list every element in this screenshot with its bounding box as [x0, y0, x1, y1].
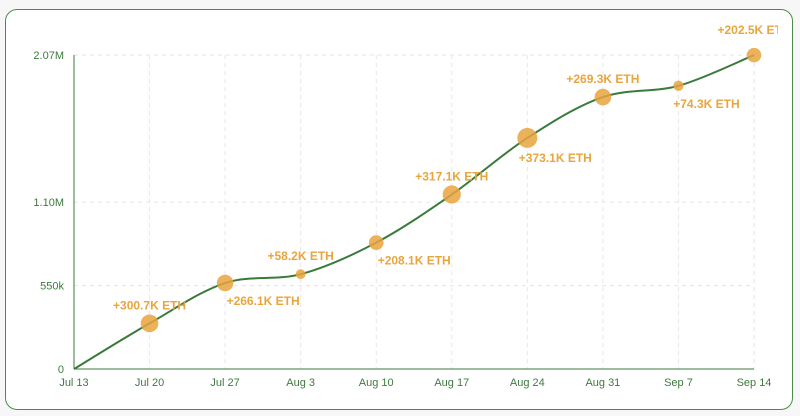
data-label: +74.3K ETH [673, 97, 739, 111]
data-point-marker [442, 185, 461, 204]
data-label: +300.7K ETH [113, 298, 186, 312]
data-label: +266.1K ETH [227, 294, 300, 308]
data-label: +317.1K ETH [415, 170, 488, 184]
x-tick-label: Jul 27 [210, 377, 239, 389]
data-label: +208.1K ETH [378, 254, 451, 268]
y-tick-label: 550k [40, 281, 64, 293]
y-tick-label: 0 [58, 364, 64, 376]
data-label: +58.2K ETH [267, 249, 333, 263]
x-tick-label: Aug 10 [359, 377, 394, 389]
x-tick-label: Sep 7 [664, 377, 693, 389]
data-point-marker [295, 269, 306, 280]
data-point-marker [673, 80, 684, 92]
data-label: +202.5K ETH [717, 23, 790, 37]
chart-card [5, 9, 793, 410]
data-point-marker [368, 235, 384, 250]
x-tick-label: Aug 31 [585, 377, 620, 389]
data-point-marker [140, 314, 159, 333]
x-tick-label: Aug 3 [286, 377, 315, 389]
data-point-marker [594, 88, 612, 106]
x-tick-label: Sep 14 [737, 377, 772, 389]
x-tick-label: Jul 20 [135, 377, 164, 389]
data-label: +269.3K ETH [566, 72, 639, 86]
x-tick-label: Aug 17 [434, 377, 469, 389]
data-point-marker [216, 274, 234, 292]
series-line [73, 54, 755, 370]
y-tick-label: 1.10M [33, 197, 64, 209]
y-tick-label: 2.07M [33, 50, 64, 62]
data-label: +373.1K ETH [519, 151, 592, 165]
x-tick-label: Jul 13 [59, 377, 88, 389]
data-point-marker [517, 127, 538, 148]
x-tick-label: Aug 24 [510, 377, 545, 389]
data-point-marker [746, 47, 762, 63]
